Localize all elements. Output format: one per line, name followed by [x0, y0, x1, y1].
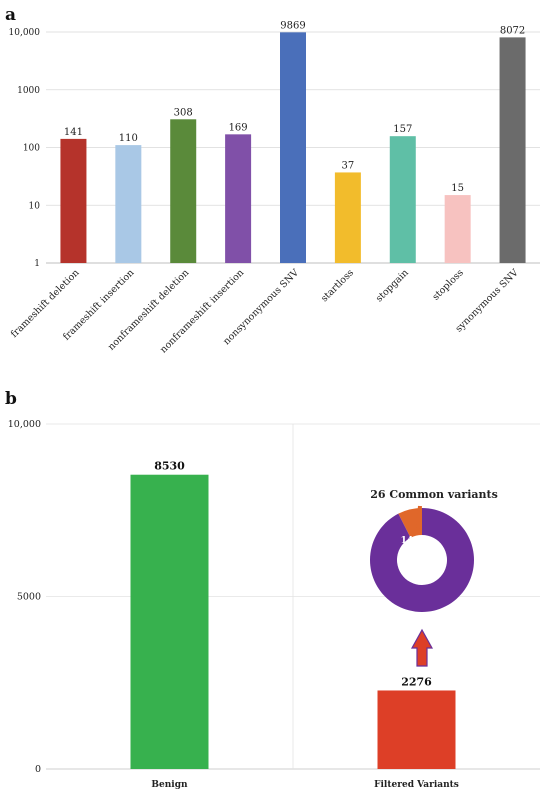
value-label: 157: [393, 124, 412, 135]
category-label: synonymous SNV: [454, 267, 521, 334]
value-label: 308: [174, 107, 193, 118]
category-label: Filtered Variants: [374, 780, 459, 790]
inset-annotation: 26 Common variants: [370, 488, 498, 501]
category-label: startloss: [319, 267, 356, 304]
panel-b-bars: [130, 474, 456, 769]
value-label: 110: [119, 133, 138, 144]
annotation-leader: [416, 505, 422, 529]
bar-synonymous-SNV: [499, 37, 526, 263]
bar-nonframeshift-insertion: [225, 134, 252, 263]
y-tick-label: 1000: [17, 86, 40, 96]
y-tick-label: 1: [34, 259, 40, 269]
donut-slice-remaining: [370, 508, 475, 612]
panel-b-y-tick-labels: 0 5000 10,000: [8, 419, 41, 775]
y-tick-label: 10: [29, 201, 41, 211]
bar-stopgain: [389, 136, 416, 263]
bar-Filtered-Variants: [377, 690, 456, 769]
bar-Benign: [130, 474, 209, 769]
panel-a-y-tick-labels: 1 10 100 1000 10,000: [9, 28, 41, 269]
value-label: 2276: [401, 675, 432, 688]
value-label: 169: [229, 122, 248, 133]
y-tick-label: 0: [35, 764, 41, 775]
panel-label-a: a: [5, 5, 16, 25]
y-tick-label: 100: [23, 144, 40, 154]
panel-a-bars: [60, 32, 526, 264]
category-label: stoploss: [430, 267, 465, 302]
value-label: 8072: [500, 25, 525, 36]
donut-slice-common: [398, 508, 422, 538]
bar-startloss: [334, 172, 361, 263]
panel-b-inset-donut: [370, 505, 475, 612]
bar-nonframeshift-deletion: [170, 119, 197, 263]
value-label: 141: [64, 127, 83, 138]
bar-frameshift-insertion: [115, 145, 142, 263]
y-tick-label: 5000: [17, 592, 41, 603]
panel-b-value-labels: 8530 2276: [154, 460, 432, 689]
value-label: 37: [342, 160, 355, 171]
value-label: 9869: [280, 20, 305, 31]
bar-frameshift-deletion: [60, 138, 87, 263]
y-tick-label: 10,000: [8, 419, 41, 430]
y-tick-label: 10,000: [9, 28, 41, 38]
value-label: 15: [451, 183, 464, 194]
category-label: Benign: [151, 780, 188, 790]
panel-b-up-arrow: [410, 628, 434, 667]
panel-label-b: b: [5, 389, 17, 409]
arrow-shape: [410, 628, 434, 667]
bar-stoploss: [444, 195, 471, 263]
category-label: stopgain: [374, 267, 411, 304]
value-label: 8530: [154, 460, 185, 473]
bar-nonsynonymous-SNV: [280, 32, 306, 264]
inset-slice-label: 141: [401, 536, 420, 546]
panel-a-value-labels: 141 110 308 169 9869 37 157 15 8072: [64, 20, 525, 194]
panel-b-gridlines: [46, 423, 540, 770]
panel-b-category-labels: Benign Filtered Variants: [151, 780, 458, 790]
